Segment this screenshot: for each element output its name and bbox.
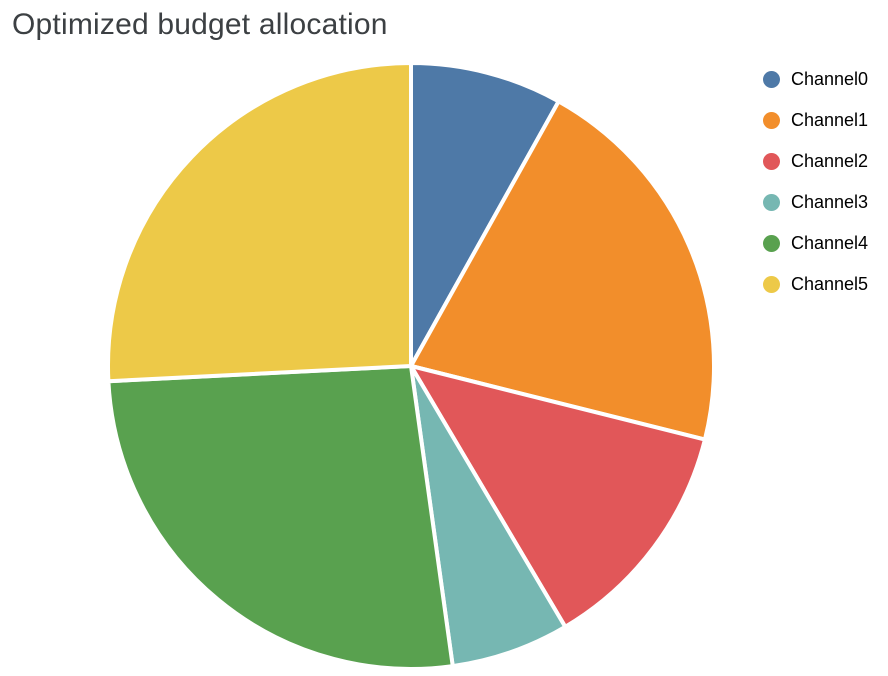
legend-label: Channel1 <box>791 110 869 130</box>
legend: Channel0 Channel1 Channel2 Channel3 Chan… <box>763 69 868 294</box>
pie-slice-channel4 <box>106 364 455 671</box>
legend-item-channel4: Channel4 <box>763 233 868 253</box>
pie-slice-channel5 <box>105 61 413 384</box>
legend-label: Channel4 <box>791 233 869 253</box>
pie-slice-channel2 <box>409 364 707 629</box>
legend-swatch-icon <box>763 152 780 170</box>
legend-item-channel1: Channel1 <box>763 110 868 130</box>
legend-label: Channel2 <box>791 151 869 171</box>
legend-swatch-icon <box>763 275 780 293</box>
pie-slice-channel3 <box>409 364 568 669</box>
legend-swatch-icon <box>763 234 780 252</box>
legend-swatch-icon <box>763 70 780 88</box>
legend-item-channel3: Channel3 <box>763 192 868 212</box>
chart-title: Optimized budget allocation <box>12 8 388 41</box>
legend-label: Channel5 <box>791 274 869 294</box>
legend-item-channel5: Channel5 <box>763 274 868 294</box>
legend-label: Channel3 <box>791 192 869 212</box>
legend-swatch-icon <box>763 111 780 129</box>
legend-label: Channel0 <box>791 69 869 89</box>
legend-swatch-icon <box>763 193 780 211</box>
legend-item-channel2: Channel2 <box>763 151 868 171</box>
pie-slice-channel0 <box>409 61 561 368</box>
legend-item-channel0: Channel0 <box>763 69 868 89</box>
pie-slice-channel1 <box>409 99 716 442</box>
